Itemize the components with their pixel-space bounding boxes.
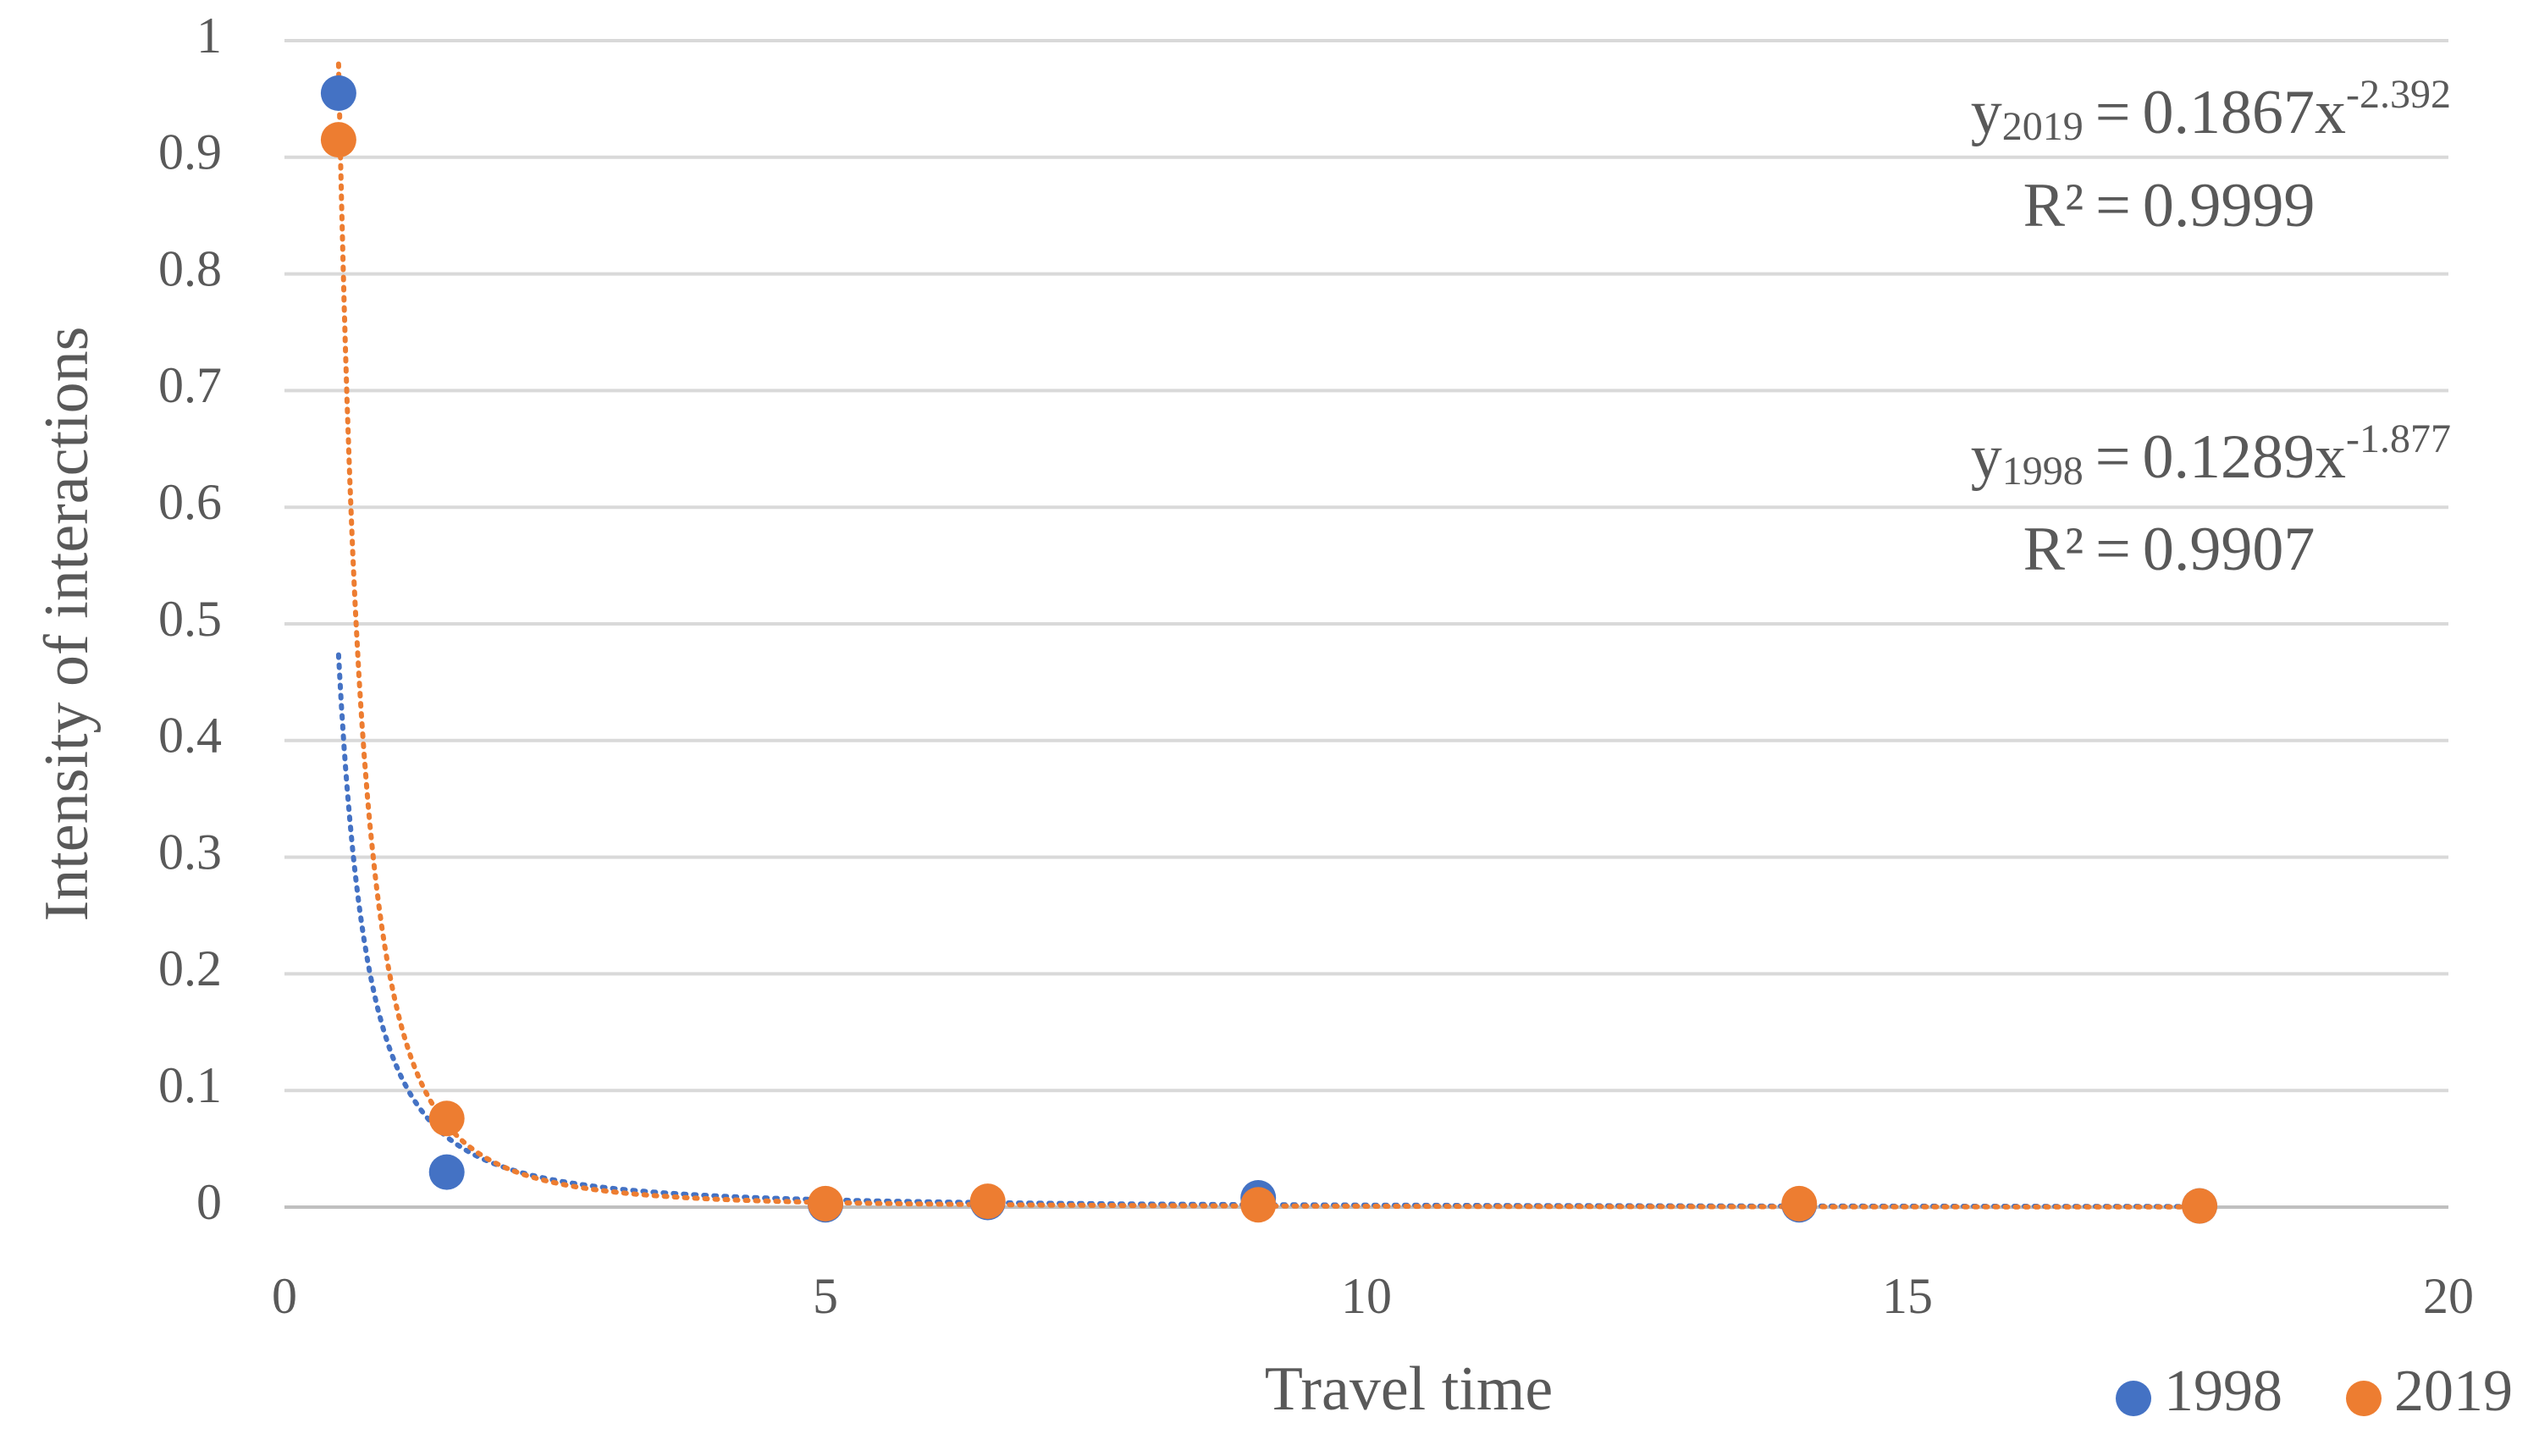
r-squared-symbol: R² <box>2023 515 2084 584</box>
data-point <box>2182 1188 2218 1224</box>
data-point <box>428 1100 465 1137</box>
equation-y: y <box>1971 78 2002 147</box>
x-axis-title: Travel time <box>1265 1354 1554 1424</box>
r-squared-symbol: R² <box>2023 171 2084 240</box>
equation-subscript: 2019 <box>2002 104 2084 149</box>
data-point <box>969 1183 1006 1220</box>
data-point <box>1240 1187 1277 1223</box>
trendline-equation: y1998 = 0.1289x-1.877 <box>1971 416 2451 494</box>
legend-label: 1998 <box>2164 1359 2282 1424</box>
legend-marker <box>2116 1381 2151 1416</box>
y-tick-label: 0.8 <box>158 240 222 296</box>
data-point <box>320 122 356 158</box>
equation-x: x <box>2315 422 2346 492</box>
trendline <box>335 652 2203 1210</box>
y-tick-label: 0 <box>196 1174 222 1230</box>
data-point <box>428 1154 465 1190</box>
trendline <box>335 61 2203 1210</box>
data-point <box>320 75 356 112</box>
equation-exponent: -1.877 <box>2346 416 2451 461</box>
y-axis-title: Intensity of interactions <box>32 327 102 922</box>
equation-equals: = <box>2095 422 2131 492</box>
x-tick-label: 5 <box>813 1268 838 1324</box>
y-tick-label: 0.5 <box>158 591 222 647</box>
equation-coefficient: 0.1867 <box>2143 78 2315 147</box>
y-tick-label: 0.7 <box>158 357 222 413</box>
equation-subscript: 1998 <box>2002 449 2084 494</box>
trendline-equation: y2019 = 0.1867x-2.392 <box>1971 72 2451 149</box>
r-squared-equals: = <box>2095 515 2131 584</box>
data-point <box>1781 1185 1818 1222</box>
x-tick-label: 15 <box>1882 1268 1933 1324</box>
x-tick-label: 0 <box>272 1268 297 1324</box>
equation-exponent: -2.392 <box>2346 72 2451 117</box>
y-tick-label: 0.2 <box>158 940 222 996</box>
r-squared-value: 0.9999 <box>2143 171 2315 240</box>
equation-y: y <box>1971 422 2002 492</box>
equation-coefficient: 0.1289 <box>2143 422 2315 492</box>
equation-equals: = <box>2095 78 2131 147</box>
x-tick-label: 20 <box>2423 1268 2474 1324</box>
y-tick-label: 0.1 <box>158 1057 222 1113</box>
legend-label: 2019 <box>2394 1359 2513 1424</box>
y-tick-label: 0.6 <box>158 474 222 530</box>
x-tick-label: 10 <box>1341 1268 1392 1324</box>
r-squared: R² = 0.9999 <box>2023 171 2315 240</box>
r-squared-equals: = <box>2095 171 2131 240</box>
y-tick-label: 1 <box>196 8 222 63</box>
legend-marker <box>2346 1381 2382 1416</box>
data-point <box>808 1185 843 1222</box>
y-tick-label: 0.4 <box>158 708 222 764</box>
y-tick-label: 0.9 <box>158 124 222 180</box>
r-squared-value: 0.9907 <box>2143 515 2315 584</box>
y-tick-label: 0.3 <box>158 824 222 880</box>
r-squared: R² = 0.9907 <box>2023 515 2315 584</box>
equation-x: x <box>2315 78 2346 147</box>
